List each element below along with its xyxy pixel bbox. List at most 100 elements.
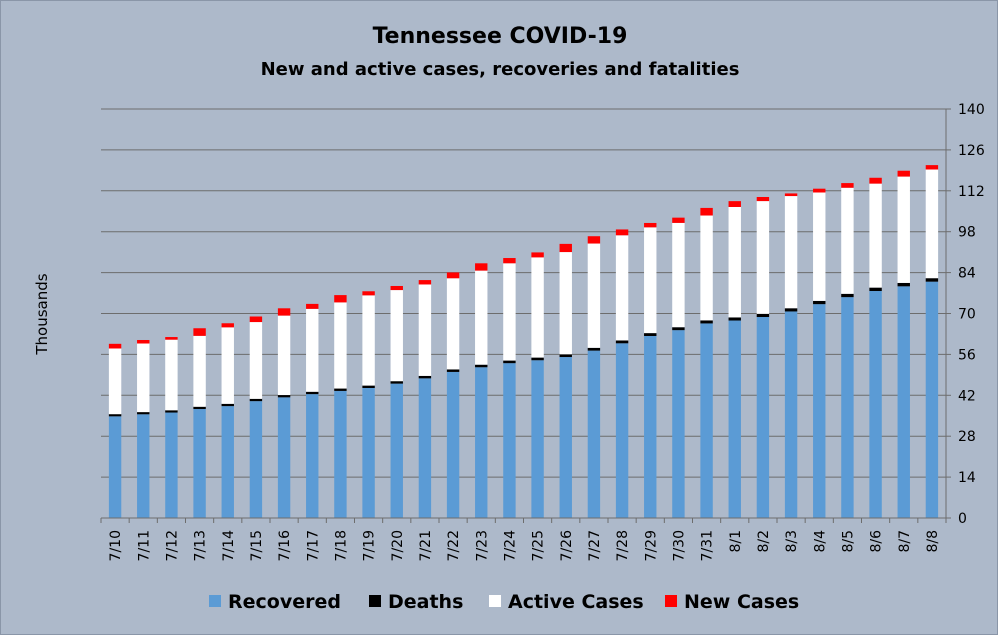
bar-active-cases	[728, 206, 741, 318]
bar-new-cases	[446, 272, 460, 279]
bar-deaths	[503, 360, 516, 364]
bar-recovered	[841, 297, 854, 518]
legend-swatch-deaths	[369, 595, 381, 607]
bar-recovered	[446, 371, 460, 518]
bar-recovered	[531, 360, 544, 518]
bar-active-cases	[137, 343, 150, 413]
x-tick-label: 8/8	[925, 530, 941, 553]
bar-new-cases	[813, 188, 826, 193]
bar-recovered	[249, 401, 263, 518]
bar-deaths	[784, 308, 798, 312]
y-tick-label: 28	[958, 429, 976, 445]
bar-new-cases	[221, 323, 234, 328]
x-tick-label: 7/11	[136, 530, 152, 561]
bar-new-cases	[390, 285, 403, 291]
bar-new-cases	[869, 177, 882, 184]
bar-recovered	[306, 394, 319, 518]
y-tick-label: 140	[958, 102, 985, 118]
legend-label: New Cases	[684, 591, 799, 613]
bar-new-cases	[587, 236, 601, 244]
bar-deaths	[869, 287, 882, 292]
bar-recovered	[418, 378, 432, 518]
bar-active-cases	[531, 257, 544, 358]
bar-new-cases	[925, 165, 939, 170]
bar-new-cases	[503, 258, 516, 264]
bar-active-cases	[390, 290, 403, 382]
bar-recovered	[897, 286, 910, 518]
bar-recovered	[615, 343, 629, 518]
y-tick-label: 42	[958, 388, 976, 404]
bar-active-cases	[475, 270, 488, 365]
bar-new-cases	[475, 263, 488, 271]
bar-deaths	[165, 410, 178, 413]
chart-subtitle: New and active cases, recoveries and fat…	[261, 59, 740, 80]
y-tick-label: 84	[958, 266, 976, 282]
x-tick-label: 7/14	[221, 530, 237, 562]
bar-deaths	[615, 340, 629, 344]
bar-new-cases	[728, 201, 741, 207]
bar-recovered	[165, 412, 178, 518]
legend: Recovered Deaths Active Cases New Cases	[209, 591, 799, 613]
bar-recovered	[221, 406, 234, 518]
x-tick-label: 8/6	[869, 530, 885, 553]
bar-active-cases	[362, 295, 375, 386]
bar-active-cases	[756, 201, 770, 314]
bars	[108, 165, 939, 518]
bar-deaths	[756, 313, 770, 318]
x-tick-label: 7/18	[333, 530, 349, 561]
bar-deaths	[925, 278, 939, 282]
bar-deaths	[446, 369, 460, 372]
x-tick-label: 8/1	[728, 530, 744, 553]
bar-deaths	[587, 347, 601, 351]
bar-new-cases	[700, 207, 713, 216]
bar-active-cases	[221, 327, 234, 404]
bar-active-cases	[165, 339, 178, 411]
bar-active-cases	[587, 243, 601, 348]
bar-deaths	[390, 381, 403, 384]
bar-recovered	[503, 363, 516, 518]
bar-active-cases	[897, 176, 910, 283]
bar-active-cases	[672, 222, 685, 328]
bar-new-cases	[672, 217, 685, 223]
x-tick-label: 7/16	[277, 530, 293, 562]
bar-active-cases	[700, 215, 713, 321]
bar-active-cases	[334, 302, 347, 389]
x-tick-label: 7/17	[305, 530, 321, 561]
bar-active-cases	[559, 252, 572, 355]
bar-new-cases	[418, 280, 432, 285]
bar-new-cases	[615, 229, 629, 236]
x-tick-label: 8/5	[840, 530, 856, 553]
bar-active-cases	[813, 192, 826, 301]
bar-new-cases	[841, 183, 854, 188]
bar-recovered	[869, 291, 882, 518]
bar-active-cases	[841, 187, 854, 294]
bar-active-cases	[503, 263, 516, 361]
x-tick-label: 7/19	[362, 530, 378, 561]
legend-swatch-new-cases	[665, 595, 677, 607]
x-tick-label: 7/24	[502, 530, 518, 562]
bar-active-cases	[784, 196, 798, 309]
y-tick-label: 70	[958, 307, 976, 323]
bar-recovered	[334, 390, 347, 518]
bar-recovered	[108, 416, 122, 518]
bar-new-cases	[784, 193, 798, 197]
x-tick-label: 7/31	[700, 530, 716, 561]
bar-recovered	[756, 317, 770, 518]
bar-recovered	[137, 414, 150, 518]
bar-active-cases	[108, 348, 122, 415]
chart-title: Tennessee COVID-19	[373, 24, 628, 49]
bar-active-cases	[306, 308, 319, 392]
bar-new-cases	[249, 316, 263, 323]
bar-deaths	[700, 320, 713, 324]
bar-new-cases	[306, 303, 319, 309]
y-tick-label: 0	[958, 511, 967, 527]
x-tick-label: 7/20	[390, 530, 406, 561]
x-tick-label: 7/12	[164, 530, 180, 561]
x-tick-label: 7/30	[671, 530, 687, 561]
bar-active-cases	[249, 322, 263, 399]
legend-swatch-active-cases	[489, 595, 501, 607]
bar-active-cases	[193, 335, 206, 407]
bar-deaths	[644, 333, 657, 336]
x-tick-label: 8/4	[812, 530, 828, 553]
